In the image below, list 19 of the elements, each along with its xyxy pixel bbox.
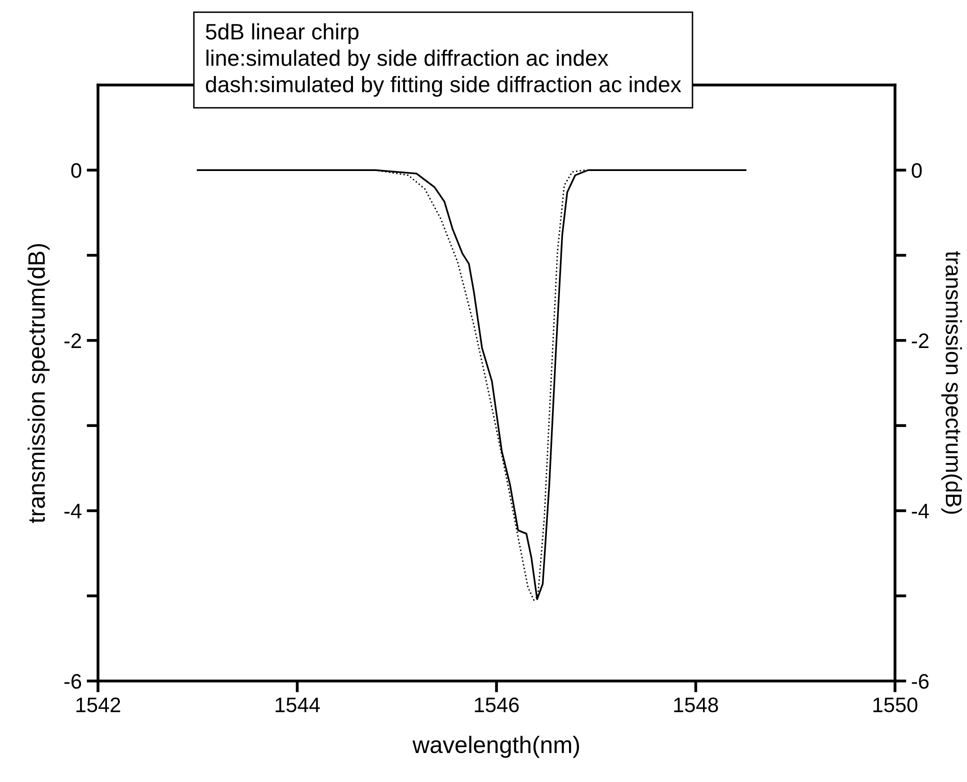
y-axis-title: transmission spectrum(dB) [28,244,50,524]
x-axis-title: wavelength(nm) [412,736,580,758]
y2-tick-label: -2 [912,333,928,348]
y2-tick-label: 0 [912,163,922,178]
y-tick-label: 0 [71,163,82,178]
y-tick-label: -6 [64,674,82,689]
x-tick-label: 1546 [474,698,519,712]
text: 5dB linear chirp [206,23,358,44]
y-tick-label: -4 [64,504,82,518]
y-tick-label: -2 [64,333,81,348]
text: line:simulated by side diffraction ac index [206,50,608,70]
x-tick-label: 1548 [674,698,718,712]
y2-tick-label: -4 [912,504,929,518]
y2-axis-title: transmission spectrum(dB) [941,251,962,514]
annotation: dash:simulated by fitting side diffraction ac index [206,76,682,97]
x-tick-label: 1544 [276,698,320,712]
y2-tick-label: -6 [912,674,929,689]
x-tick-label: 1542 [76,698,120,712]
x-tick-label: 1550 [873,698,918,712]
